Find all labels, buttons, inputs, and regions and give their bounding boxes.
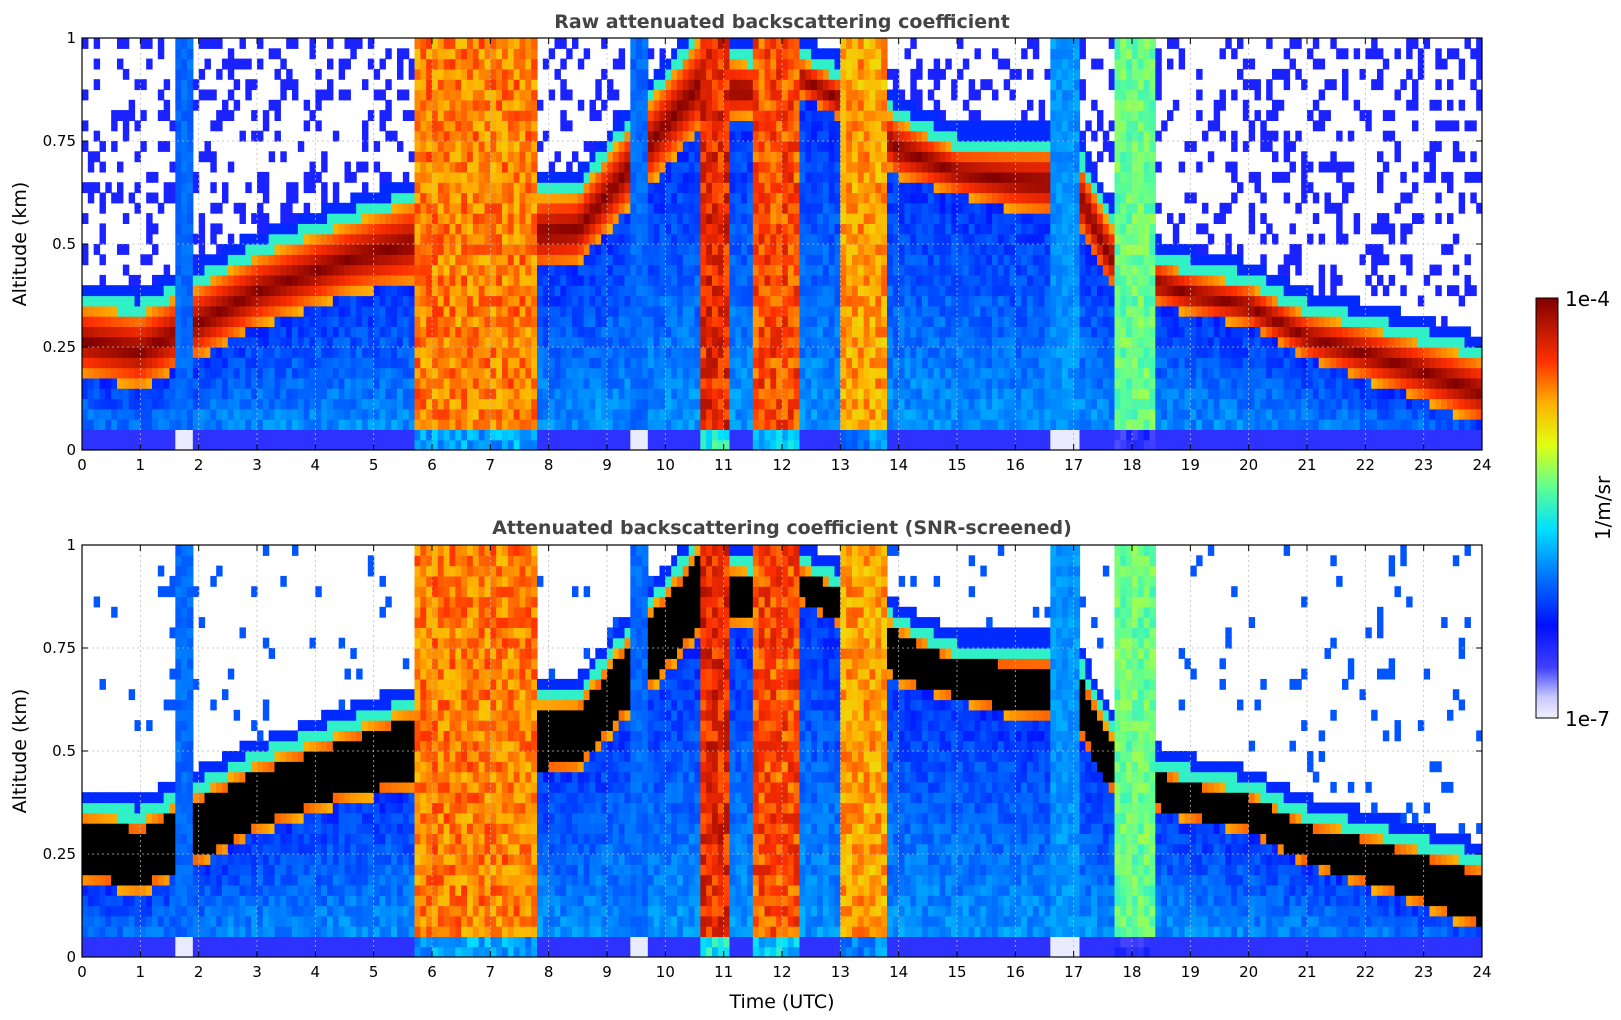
y-tick-label: 1 [66, 29, 76, 47]
y-axis-label: Altitude (km) [9, 182, 31, 307]
x-tick-label: 17 [1064, 963, 1083, 981]
x-tick-label: 21 [1297, 963, 1316, 981]
y-tick-label: 0.75 [43, 639, 76, 657]
x-tick-label: 11 [714, 456, 733, 474]
x-tick-label: 1 [136, 456, 146, 474]
x-tick-label: 6 [427, 963, 437, 981]
x-tick-label: 8 [544, 456, 554, 474]
heatmap-field [82, 545, 1482, 957]
x-tick-label: 4 [311, 456, 321, 474]
y-tick-label: 1 [66, 536, 76, 554]
x-tick-label: 22 [1356, 456, 1375, 474]
y-tick-label: 0 [66, 441, 76, 459]
x-tick-label: 10 [656, 456, 675, 474]
x-tick-label: 7 [486, 963, 496, 981]
colorbar: 1e-4 1e-7 1/m/sr [1535, 287, 1615, 731]
y-tick-label: 0 [66, 948, 76, 966]
x-tick-label: 16 [1006, 456, 1025, 474]
x-tick-label: 16 [1006, 963, 1025, 981]
x-tick-label: 4 [311, 963, 321, 981]
x-tick-label: 0 [77, 963, 87, 981]
x-tick-label: 18 [1122, 963, 1141, 981]
x-tick-label: 8 [544, 963, 554, 981]
x-tick-label: 15 [947, 963, 966, 981]
x-tick-label: 24 [1472, 456, 1491, 474]
x-tick-label: 6 [427, 456, 437, 474]
x-tick-label: 2 [194, 456, 204, 474]
x-tick-label: 19 [1181, 963, 1200, 981]
raw-backscatter-panel: Raw attenuated backscattering coefficien… [9, 11, 1492, 474]
x-tick-label: 12 [772, 963, 791, 981]
colorbar-gradient [1535, 297, 1559, 719]
x-tick-label: 10 [656, 963, 675, 981]
colorbar-max-label: 1e-4 [1565, 287, 1610, 311]
x-tick-label: 12 [772, 456, 791, 474]
x-tick-label: 23 [1414, 456, 1433, 474]
x-tick-label: 19 [1181, 456, 1200, 474]
axis-ticks: 0 1 2 3 4 5 6 7 8 9 10 11 12 13 14 15 16 17 18 19 20 21 22 23 24… [43, 536, 1492, 981]
y-tick-label: 0.5 [52, 742, 76, 760]
x-tick-label: 0 [77, 456, 87, 474]
x-tick-label: 5 [369, 963, 379, 981]
x-tick-label: 17 [1064, 456, 1083, 474]
panel-title: Attenuated backscattering coefficient (S… [492, 517, 1072, 539]
x-axis-label: Time (UTC) [728, 991, 834, 1013]
colorbar-min-label: 1e-7 [1565, 707, 1610, 731]
panel-title: Raw attenuated backscattering coefficien… [554, 11, 1010, 33]
x-tick-label: 23 [1414, 963, 1433, 981]
x-tick-label: 14 [889, 456, 908, 474]
x-tick-label: 21 [1297, 456, 1316, 474]
grid-lines [82, 545, 1482, 957]
x-tick-label: 9 [602, 456, 612, 474]
x-tick-label: 2 [194, 963, 204, 981]
heatmap-field [82, 38, 1482, 450]
y-axis-label: Altitude (km) [9, 689, 31, 814]
x-tick-label: 14 [889, 963, 908, 981]
x-tick-label: 3 [252, 456, 262, 474]
y-tick-label: 0.5 [52, 235, 76, 253]
x-tick-label: 3 [252, 963, 262, 981]
x-tick-label: 15 [947, 456, 966, 474]
x-tick-label: 5 [369, 456, 379, 474]
screened-backscatter-panel: Attenuated backscattering coefficient (S… [9, 517, 1492, 1013]
y-tick-label: 0.75 [43, 132, 76, 150]
x-tick-label: 22 [1356, 963, 1375, 981]
x-tick-label: 11 [714, 963, 733, 981]
y-tick-label: 0.25 [43, 338, 76, 356]
x-tick-label: 13 [831, 456, 850, 474]
x-tick-label: 18 [1122, 456, 1141, 474]
x-tick-label: 7 [486, 456, 496, 474]
y-tick-label: 0.25 [43, 845, 76, 863]
x-tick-label: 20 [1239, 963, 1258, 981]
axis-ticks: 0 1 2 3 4 5 6 7 8 9 10 11 12 13 14 15 16 17 18 19 20 21 22 23 24… [43, 29, 1492, 474]
grid-lines [82, 38, 1482, 450]
x-tick-label: 9 [602, 963, 612, 981]
x-tick-label: 24 [1472, 963, 1491, 981]
x-tick-label: 1 [136, 963, 146, 981]
x-tick-label: 13 [831, 963, 850, 981]
x-tick-label: 20 [1239, 456, 1258, 474]
colorbar-unit-label: 1/m/sr [1591, 475, 1615, 540]
